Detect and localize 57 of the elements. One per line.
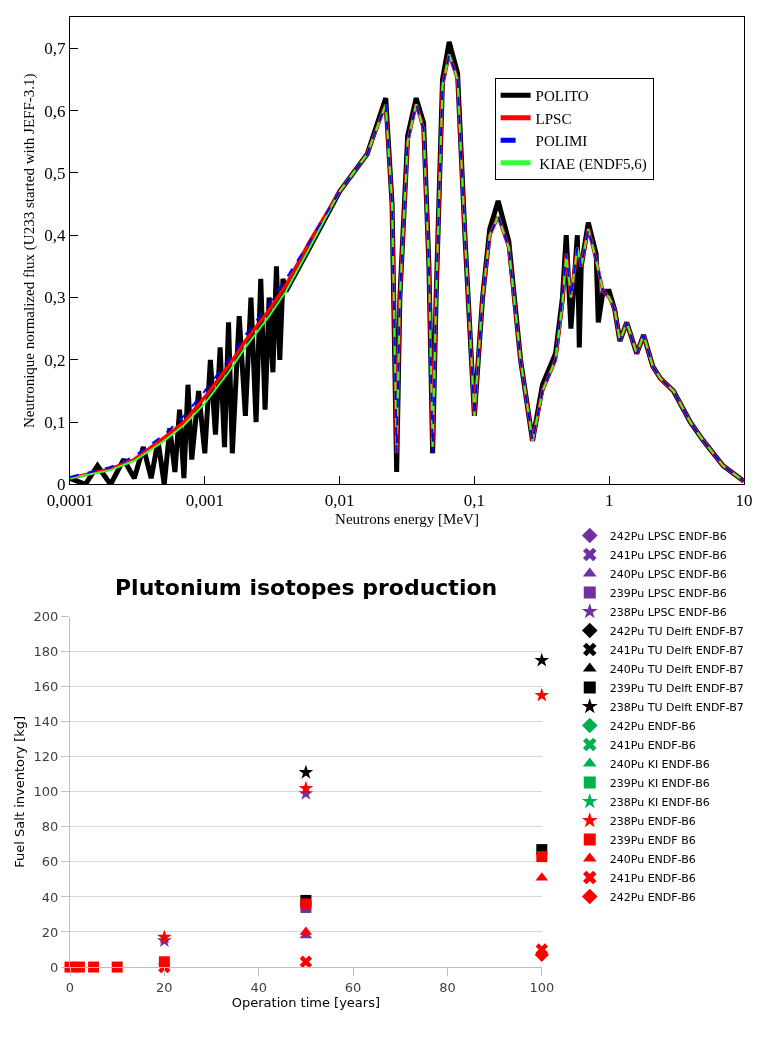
y-axis-title: Neutronique normalized flux (U233 started with JEFF-3.1)	[20, 73, 38, 429]
y-tick-label: 60	[41, 854, 59, 870]
x-tick-label: 40	[250, 979, 267, 995]
legend-label: KIAE (ENDF5,6)	[535, 155, 647, 173]
legend-label: 242Pu ENDF-B6	[609, 890, 696, 904]
legend-label: 238Pu LPSC ENDF-B6	[609, 605, 727, 619]
y-axis-title: Fuel Salt inventory [kg]	[11, 715, 27, 868]
legend-label: 239Pu ENDF B6	[609, 833, 696, 847]
legend-label: LPSC	[535, 110, 572, 127]
y-tick-label: 20	[41, 924, 59, 940]
x-axis-title: Neutrons energy [MeV]	[335, 510, 479, 527]
legend-label: 242Pu LPSC ENDF-B6	[609, 529, 727, 543]
legend-label: 241Pu ENDF-B6	[609, 871, 696, 885]
y-tick-label: 40	[41, 889, 59, 905]
legend-label: 240Pu KI ENDF-B6	[609, 757, 710, 771]
legend-label: 239Pu TU Delft ENDF-B7	[609, 681, 744, 695]
legend-label: 241Pu TU Delft ENDF-B7	[609, 643, 744, 657]
legend-label: 238Pu ENDF-B6	[609, 814, 696, 828]
y-tick-label: 180	[33, 644, 59, 660]
y-tick-label: 0,1	[44, 413, 66, 433]
x-axis-title: Operation time [years]	[231, 995, 381, 1011]
y-tick-label: 0,5	[44, 163, 66, 183]
x-tick-label: 80	[439, 979, 456, 995]
y-tick-label: 120	[33, 749, 59, 765]
y-tick-label: 140	[33, 714, 59, 730]
y-tick-label: 0,2	[44, 350, 66, 370]
legend-label: 239Pu KI ENDF-B6	[609, 776, 710, 790]
y-tick-label: 0	[50, 959, 59, 975]
legend-label: 239Pu LPSC ENDF-B6	[609, 586, 727, 600]
legend-label: 242Pu TU Delft ENDF-B7	[609, 624, 744, 638]
legend-label: 238Pu TU Delft ENDF-B7	[609, 700, 744, 714]
x-tick-label: 0,01	[324, 490, 355, 510]
legend-label: 238Pu KI ENDF-B6	[609, 795, 710, 809]
legend-label: 240Pu ENDF-B6	[609, 852, 696, 866]
y-tick-label: 0,4	[44, 226, 67, 246]
y-tick-label: 0,3	[44, 288, 66, 308]
y-tick-label: 80	[41, 819, 59, 835]
chart-title: Plutonium isotopes production	[115, 575, 498, 600]
y-tick-label: 0,7	[44, 39, 67, 59]
legend-label: POLIMI	[535, 133, 588, 150]
x-tick-label: 100	[529, 979, 555, 995]
y-tick-label: 200	[33, 609, 59, 625]
y-tick-label: 160	[33, 679, 59, 695]
legend-label: 241Pu ENDF-B6	[609, 738, 696, 752]
x-tick-label: 20	[156, 979, 173, 995]
x-tick-label: 0,1	[463, 490, 486, 510]
legend-label: 240Pu TU Delft ENDF-B7	[609, 662, 744, 676]
legend-label: 242Pu ENDF-B6	[609, 719, 696, 733]
legend-label: POLITO	[535, 88, 589, 105]
x-tick-label: 60	[344, 979, 362, 995]
legend-label: 241Pu LPSC ENDF-B6	[609, 548, 727, 562]
legend-label: 240Pu LPSC ENDF-B6	[609, 567, 727, 581]
x-tick-label: 1	[604, 490, 614, 510]
y-tick-label: 0,6	[44, 101, 66, 121]
x-tick-label: 10	[735, 490, 753, 510]
x-tick-label: 0,001	[185, 490, 224, 510]
y-tick-label: 100	[33, 784, 59, 800]
